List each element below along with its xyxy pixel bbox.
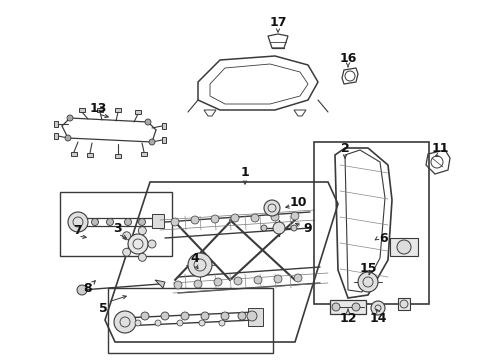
Text: 12: 12 [339,311,356,324]
Circle shape [68,212,88,232]
Circle shape [187,253,212,277]
Text: 14: 14 [368,311,386,324]
Bar [141,152,147,156]
Text: 1: 1 [240,166,249,179]
Circle shape [194,280,202,288]
Bar [397,298,409,310]
Text: 7: 7 [74,224,82,237]
Circle shape [331,303,339,311]
Circle shape [122,232,130,240]
Text: 6: 6 [379,231,387,244]
Bar [87,153,93,157]
Circle shape [145,119,151,125]
Circle shape [77,285,87,295]
Circle shape [128,234,148,254]
Circle shape [370,301,384,315]
Polygon shape [155,280,164,288]
Text: 3: 3 [113,221,122,234]
Circle shape [65,135,71,141]
Bar [162,123,165,129]
Circle shape [141,312,149,320]
Circle shape [138,253,146,261]
Circle shape [290,225,296,231]
Bar [97,108,103,112]
Circle shape [250,214,259,222]
Text: 16: 16 [339,51,356,64]
Circle shape [357,272,377,292]
Bar [54,133,58,139]
Bar [247,308,263,326]
Circle shape [124,219,131,225]
Circle shape [253,276,262,284]
Circle shape [246,311,257,321]
Text: 2: 2 [340,141,348,154]
Circle shape [138,219,145,225]
Bar [313,142,428,304]
Bar [79,108,85,112]
Circle shape [155,320,161,326]
Circle shape [67,115,73,121]
Circle shape [106,219,113,225]
Circle shape [171,218,179,226]
Circle shape [210,215,219,223]
Circle shape [270,213,279,221]
Bar [54,121,58,127]
Circle shape [199,320,204,326]
Text: 9: 9 [303,221,312,234]
Circle shape [234,277,242,285]
Circle shape [122,248,130,256]
Circle shape [181,312,189,320]
Text: 4: 4 [190,252,199,265]
Circle shape [201,312,208,320]
Bar [329,300,365,314]
Circle shape [293,274,302,282]
Bar [60,192,172,256]
Circle shape [290,212,298,220]
Circle shape [135,320,141,326]
Bar [162,137,165,143]
Circle shape [351,303,359,311]
Text: 17: 17 [269,15,286,28]
Text: 5: 5 [99,302,107,315]
Circle shape [148,240,156,248]
Circle shape [264,200,280,216]
Circle shape [261,225,266,231]
Circle shape [399,300,407,308]
Circle shape [219,320,224,326]
Circle shape [191,216,199,224]
Text: 15: 15 [359,261,376,274]
Circle shape [138,227,146,235]
Circle shape [174,281,182,289]
Circle shape [221,312,228,320]
Bar [108,288,272,353]
Bar [135,110,141,114]
Bar [115,108,121,112]
Circle shape [273,275,282,283]
Circle shape [114,311,136,333]
Circle shape [238,312,245,320]
Circle shape [272,222,285,234]
Bar [389,238,417,256]
Bar [115,154,121,158]
Circle shape [214,278,222,286]
Circle shape [177,320,183,326]
Circle shape [149,139,155,145]
Bar [152,214,163,228]
Text: 8: 8 [83,282,92,294]
Circle shape [91,219,98,225]
Text: 11: 11 [430,141,448,154]
Circle shape [161,312,169,320]
Text: 13: 13 [89,102,106,114]
Bar [71,152,77,156]
Text: 10: 10 [289,195,306,208]
Circle shape [396,240,410,254]
Circle shape [230,214,239,222]
